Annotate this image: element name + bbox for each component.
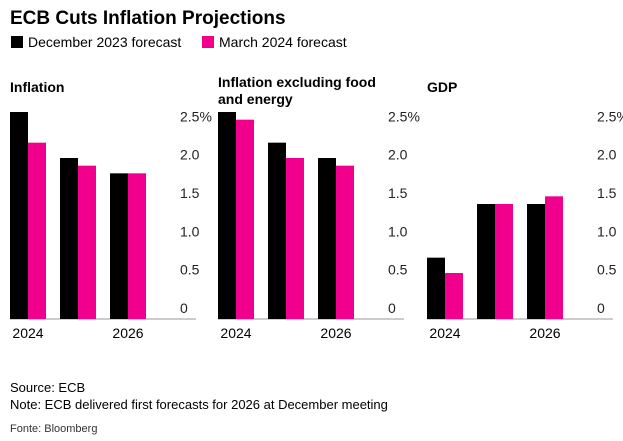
y-tick-label: 0 bbox=[597, 300, 605, 316]
y-tick-label: 1.0 bbox=[388, 223, 408, 239]
y-tick-label: 1.5 bbox=[180, 185, 200, 201]
credit: Fonte: Bloomberg bbox=[10, 423, 97, 435]
y-tick-label: 2.5% bbox=[180, 108, 212, 124]
x-tick-label: 2026 bbox=[320, 325, 351, 341]
bar bbox=[495, 204, 513, 319]
y-tick-label: 1.5 bbox=[597, 185, 617, 201]
y-tick-label: 0 bbox=[388, 300, 396, 316]
legend-label: March 2024 forecast bbox=[219, 34, 347, 50]
bar bbox=[445, 273, 463, 319]
bar bbox=[218, 112, 236, 319]
bar bbox=[236, 119, 254, 320]
y-tick-label: 1.5 bbox=[388, 185, 408, 201]
bar bbox=[427, 257, 445, 319]
x-tick-label: 2026 bbox=[529, 325, 560, 341]
bar bbox=[78, 165, 96, 319]
x-tick-label: 2024 bbox=[220, 325, 251, 341]
bar bbox=[527, 204, 545, 319]
note: Note: ECB delivered first forecasts for … bbox=[10, 397, 388, 412]
y-tick-label: 2.0 bbox=[597, 147, 617, 163]
legend-label: December 2023 forecast bbox=[28, 34, 181, 50]
y-tick-label: 0.5 bbox=[597, 262, 617, 278]
bar bbox=[545, 196, 563, 319]
y-tick-label: 1.0 bbox=[597, 223, 617, 239]
chart-title: ECB Cuts Inflation Projections bbox=[10, 8, 286, 29]
y-tick-label: 0 bbox=[180, 300, 188, 316]
x-tick-label: 2024 bbox=[12, 325, 43, 341]
panel-title: Inflation excluding food and energy bbox=[218, 74, 376, 107]
bar bbox=[110, 173, 128, 319]
y-tick-label: 0.5 bbox=[388, 262, 408, 278]
panel-title: GDP bbox=[427, 79, 457, 95]
legend-swatch bbox=[202, 36, 214, 48]
y-tick-label: 0.5 bbox=[180, 262, 200, 278]
bar bbox=[28, 142, 46, 319]
bar bbox=[477, 204, 495, 319]
bar bbox=[286, 158, 304, 319]
y-tick-label: 1.0 bbox=[180, 223, 200, 239]
y-tick-label: 2.5% bbox=[597, 108, 623, 124]
legend-swatch bbox=[11, 36, 23, 48]
x-tick-label: 2024 bbox=[429, 325, 460, 341]
bar bbox=[10, 112, 28, 319]
y-tick-label: 2.5% bbox=[388, 108, 420, 124]
bar bbox=[268, 142, 286, 319]
y-tick-label: 2.0 bbox=[388, 147, 408, 163]
x-tick-label: 2026 bbox=[112, 325, 143, 341]
y-tick-label: 2.0 bbox=[180, 147, 200, 163]
source: Source: ECB bbox=[10, 380, 85, 395]
bar bbox=[60, 158, 78, 319]
bar bbox=[318, 158, 336, 319]
bar bbox=[336, 165, 354, 319]
bar bbox=[128, 173, 146, 319]
panel-title: Inflation bbox=[10, 79, 64, 95]
